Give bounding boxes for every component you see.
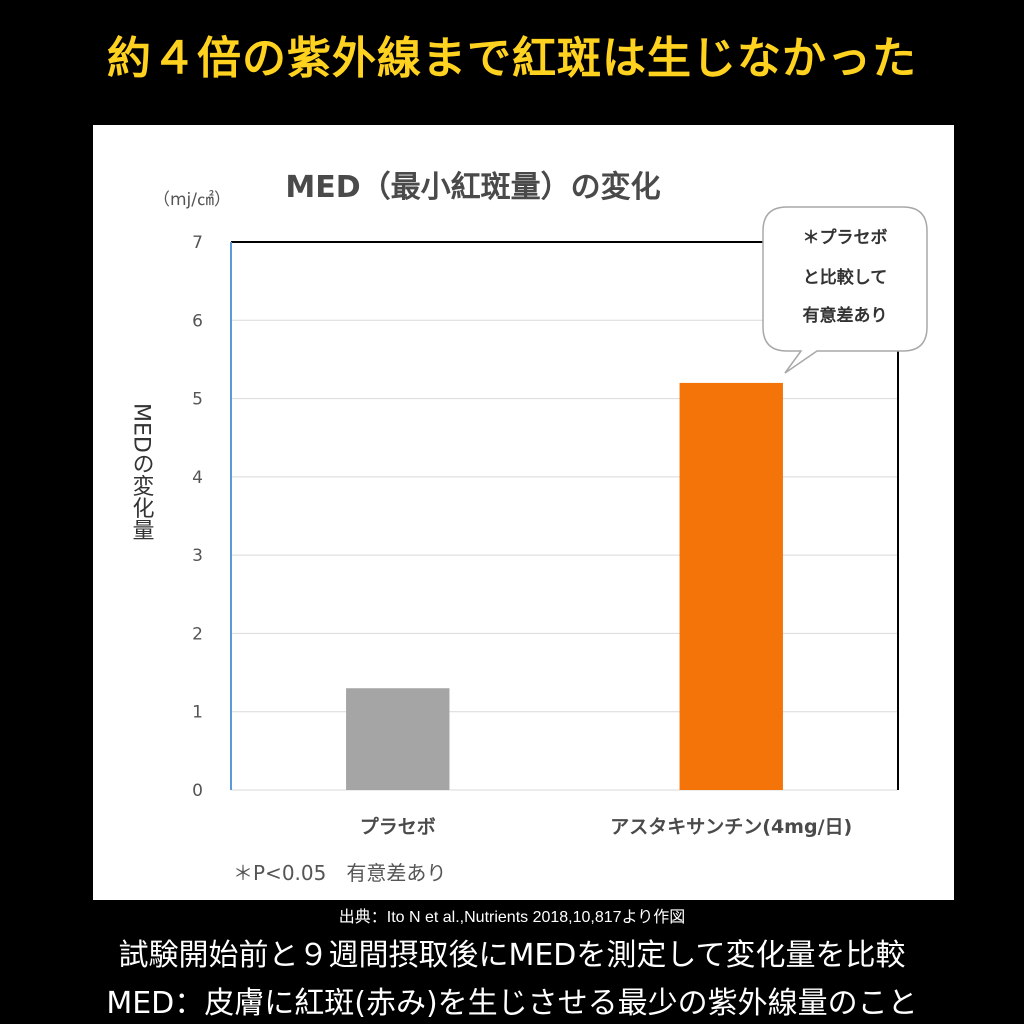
y-tick-label: 7 [192,233,203,253]
bar-chart: MED（最小紅斑量）の変化 （mj/㎠） 0 1 2 3 4 5 6 7 プラセボ アスタキサン… [129,170,928,885]
y-tick-label: 4 [192,468,203,488]
category-label: アスタキサンチン(4mg/日) [610,816,852,838]
unit-label: （mj/㎠） [153,190,231,210]
category-labels: プラセボ アスタキサンチン(4mg/日) [360,815,852,838]
y-tick-label: 0 [192,781,203,801]
y-tick-labels: 0 1 2 3 4 5 6 7 [192,233,203,801]
callout-line-3: 有意差あり [803,305,888,326]
y-tick-label: 1 [192,703,203,723]
footer-line-1: 試験開始前と９週間摂取後にMEDを測定して変化量を比較 [118,938,906,973]
callout-line-2: と比較して [803,267,888,288]
y-tick-label: 2 [192,624,203,644]
y-tick-label: 3 [192,546,203,566]
category-label: プラセボ [360,815,436,838]
gridlines [231,241,899,791]
significance-note: ＊P<0.05 有意差あり [233,861,446,885]
callout-bubble: ＊プラセボ と比較して 有意差あり [762,206,928,374]
headline: 約４倍の紫外線まで紅斑は生じなかった [107,33,917,84]
bars [346,382,783,790]
chart-panel: MED（最小紅斑量）の変化 （mj/㎠） 0 1 2 3 4 5 6 7 プラセボ アスタキサン… [93,125,954,900]
footer-line-2: MED：皮膚に紅斑(赤み)を生じさせる最少の紫外線量のこと [106,986,918,1021]
citation: 出典：Ito N et al.,Nutrients 2018,10,817より作… [338,909,686,926]
y-tick-label: 6 [192,311,203,331]
callout-shape [762,206,928,374]
y-tick-label: 5 [192,390,203,410]
chart-title: MED（最小紅斑量）の変化 [285,170,660,205]
y-axis-label: MEDの変化量 [129,403,155,541]
bar-astaxanthin [679,382,783,790]
callout-line-1: ＊プラセボ [803,227,888,248]
bar-placebo [346,688,450,790]
